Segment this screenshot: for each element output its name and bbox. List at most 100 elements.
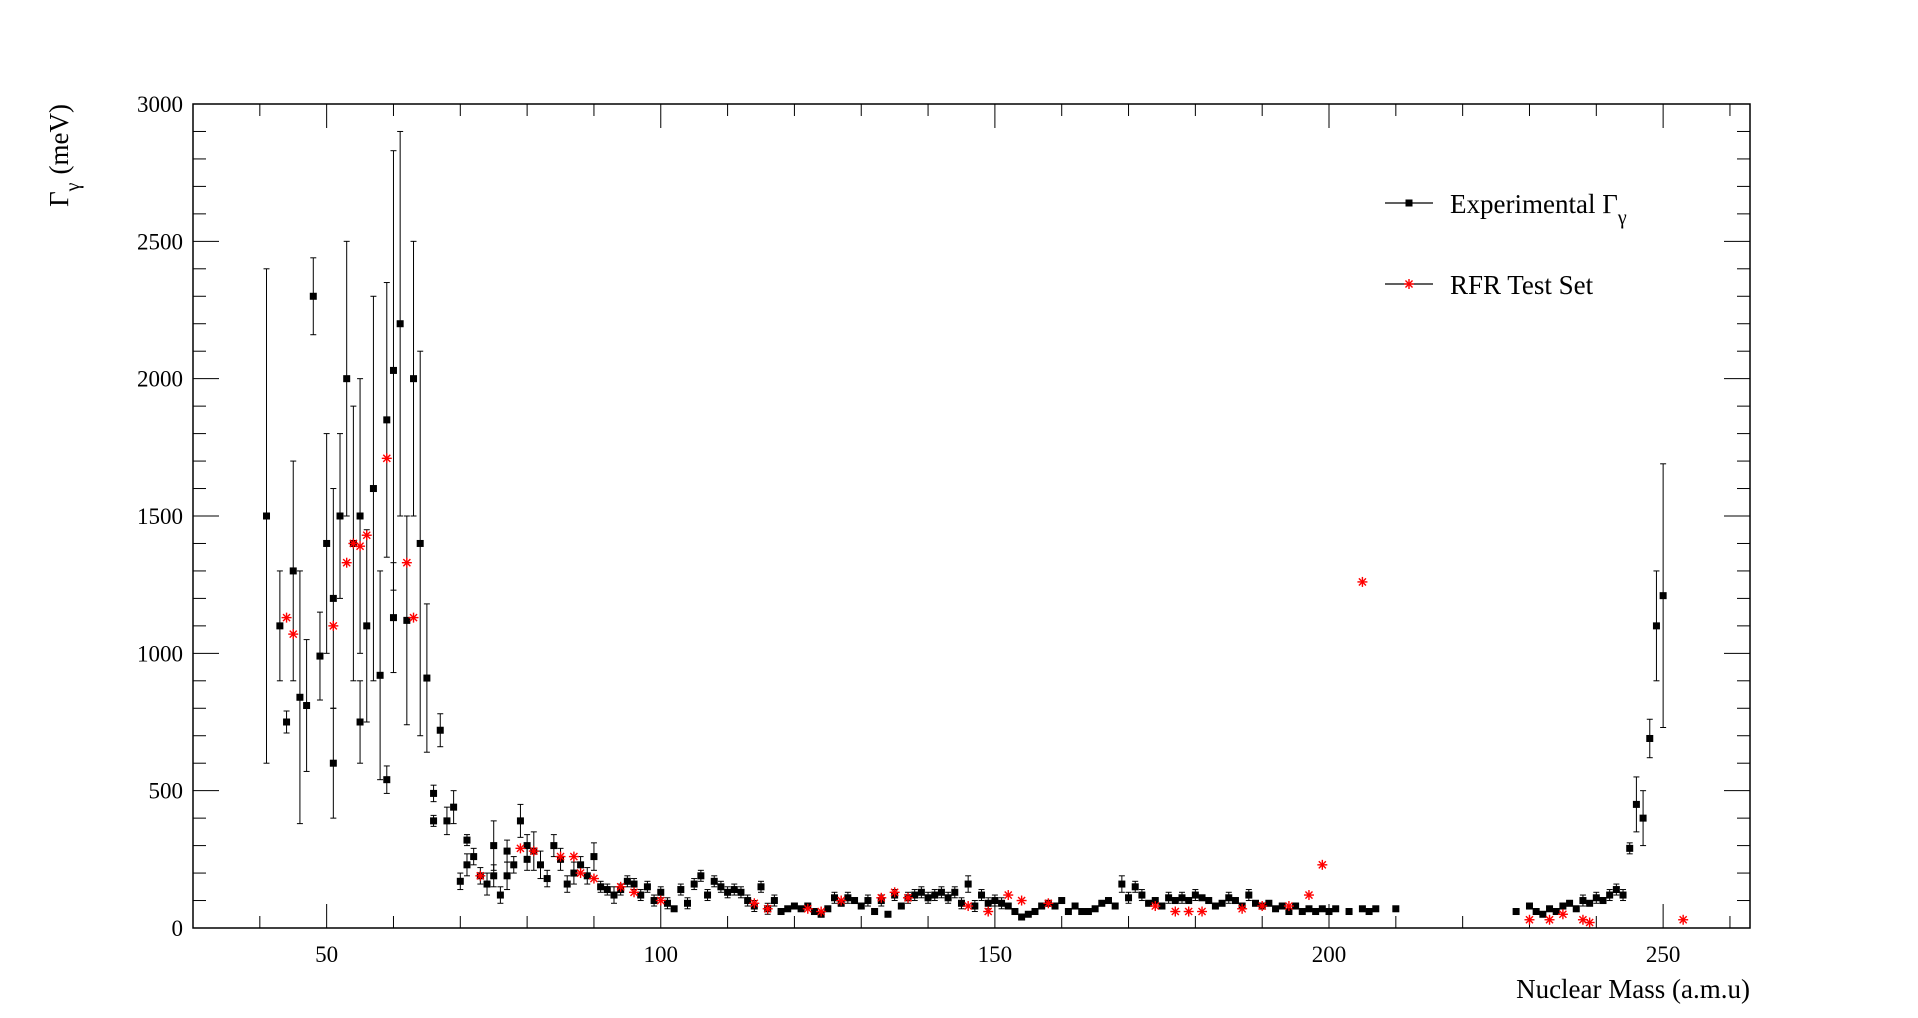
experimental-point: [416, 539, 424, 547]
experimental-point: [396, 320, 404, 328]
experimental-point: [1325, 908, 1333, 916]
x-tick-label: 100: [644, 942, 679, 967]
experimental-point: [1525, 902, 1533, 910]
experimental-point: [1539, 910, 1547, 918]
asterisk-stroke: [282, 613, 291, 622]
experimental-point: [1071, 902, 1079, 910]
experimental-point: [516, 817, 524, 825]
experimental-point: [797, 905, 805, 913]
rfr-point: [1257, 901, 1268, 912]
experimental-point: [1632, 800, 1640, 808]
experimental-point: [630, 880, 638, 888]
experimental-point: [984, 899, 992, 907]
rfr-point: [749, 898, 760, 909]
experimental-point: [283, 718, 291, 726]
experimental-point: [1104, 897, 1112, 905]
asterisk-stroke: [1044, 899, 1053, 908]
experimental-point: [590, 853, 598, 861]
experimental-point: [1185, 897, 1193, 905]
experimental-point: [583, 872, 591, 880]
legend-rfr-label: RFR Test Set: [1450, 270, 1594, 300]
experimental-point: [1619, 891, 1627, 899]
asterisk-stroke: [964, 901, 973, 911]
experimental-point: [410, 375, 418, 383]
experimental-point: [490, 872, 498, 880]
experimental-point: [964, 880, 972, 888]
experimental-point: [1512, 908, 1520, 916]
asterisk-stroke: [1585, 918, 1594, 927]
experimental-point: [1298, 908, 1306, 916]
y-axis-label-unit: (meV): [44, 104, 74, 174]
experimental-point: [289, 567, 297, 575]
asterisk-stroke: [1404, 279, 1414, 289]
rfr-point: [401, 557, 412, 568]
asterisk-stroke: [529, 847, 538, 856]
rfr-point: [588, 873, 599, 884]
experimental-point: [436, 726, 444, 734]
asterisk-stroke: [1171, 907, 1180, 916]
asterisk-stroke: [342, 558, 351, 567]
experimental-point: [1586, 899, 1594, 907]
experimental-point: [1218, 899, 1226, 907]
asterisk-stroke: [356, 542, 365, 551]
asterisk-stroke: [1258, 901, 1267, 911]
rfr-point: [629, 887, 640, 898]
asterisk-stroke: [382, 454, 391, 463]
experimental-point: [857, 902, 865, 910]
experimental-point: [944, 894, 952, 902]
asterisk-stroke: [890, 888, 899, 897]
experimental-point: [1592, 894, 1600, 902]
x-tick-label: 200: [1312, 942, 1347, 967]
experimental-point: [403, 616, 411, 624]
asterisk-stroke: [589, 874, 598, 883]
experimental-point: [570, 869, 578, 877]
experimental-point: [1579, 897, 1587, 905]
experimental-point: [911, 891, 919, 899]
asterisk-stroke: [616, 882, 625, 891]
experimental-point: [329, 759, 337, 767]
experimental-point: [1312, 908, 1320, 916]
asterisk-stroke: [1358, 577, 1367, 586]
experimental-point: [523, 855, 531, 863]
experimental-point: [1145, 899, 1153, 907]
rfr-series: [281, 453, 1689, 928]
rfr-point: [1183, 906, 1194, 917]
experimental-point: [677, 886, 685, 894]
experimental-point: [897, 902, 905, 910]
y-tick-label: 1500: [137, 504, 183, 529]
experimental-point: [1225, 894, 1233, 902]
rfr-point: [341, 557, 352, 568]
asterisk-stroke: [476, 871, 485, 880]
experimental-point: [1305, 905, 1313, 913]
experimental-point: [1084, 908, 1092, 916]
experimental-point: [463, 836, 471, 844]
experimental-point: [670, 905, 678, 913]
experimental-point: [831, 894, 839, 902]
experimental-point: [309, 292, 317, 300]
experimental-point: [1559, 902, 1567, 910]
experimental-point: [1198, 894, 1206, 902]
experimental-point: [563, 880, 571, 888]
experimental-point: [790, 902, 798, 910]
experimental-point: [1125, 894, 1133, 902]
asterisk-stroke: [1525, 915, 1534, 924]
experimental-point: [603, 886, 611, 894]
x-tick-label: 50: [315, 942, 338, 967]
experimental-point: [744, 897, 752, 905]
rfr-point: [281, 612, 292, 623]
experimental-series: [263, 292, 1667, 921]
asterisk-stroke: [1284, 901, 1293, 911]
experimental-point: [978, 891, 986, 899]
experimental-point: [871, 908, 879, 916]
experimental-point: [931, 891, 939, 899]
rfr-point: [1283, 901, 1294, 912]
y-axis-label-main: Γ: [44, 191, 74, 207]
experimental-point: [1332, 905, 1340, 913]
experimental-point: [1245, 891, 1253, 899]
experimental-point: [1151, 897, 1159, 905]
legend-experimental-label: Experimental Γγ: [1450, 189, 1627, 229]
experimental-point: [737, 888, 745, 896]
rfr-point: [762, 903, 773, 914]
y-tick-label: 3000: [137, 92, 183, 117]
